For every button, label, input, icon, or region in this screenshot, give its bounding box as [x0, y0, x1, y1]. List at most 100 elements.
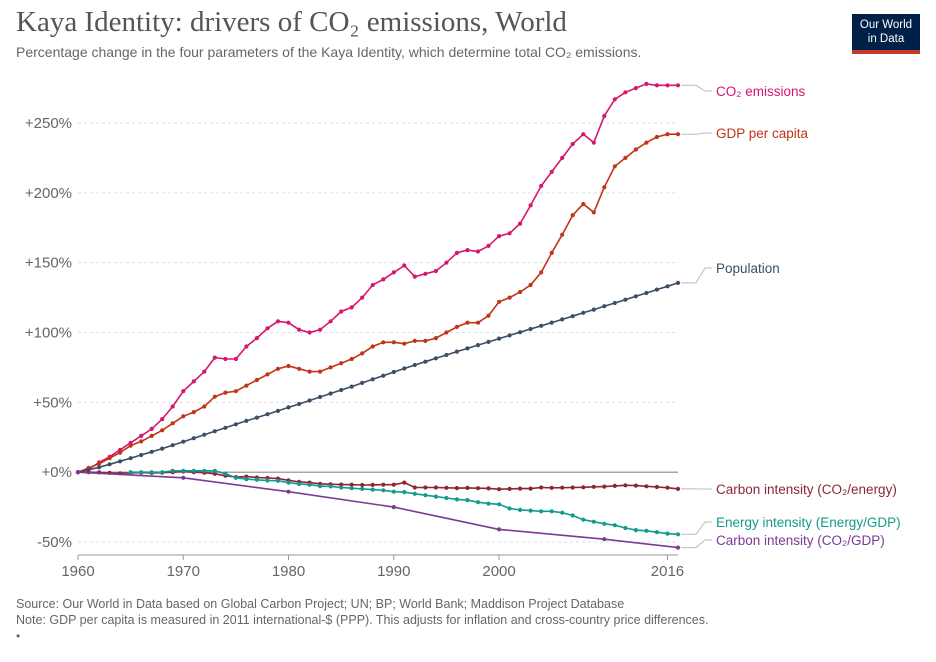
data-point: [244, 418, 249, 423]
data-point: [244, 383, 249, 388]
data-point: [497, 234, 502, 239]
chart-subtitle: Percentage change in the four parameters…: [16, 44, 642, 60]
data-point: [497, 502, 502, 507]
data-point: [675, 532, 681, 537]
data-point: [591, 140, 596, 145]
data-point: [318, 327, 323, 332]
data-point: [391, 340, 396, 345]
label-connector: [681, 84, 712, 92]
data-point: [212, 468, 217, 473]
source-note: Source: Our World in Data based on Globa…: [16, 597, 625, 611]
data-point: [139, 439, 144, 444]
data-point: [170, 468, 175, 473]
data-point: [528, 282, 533, 288]
data-point: [275, 478, 281, 483]
data-point: [128, 456, 133, 461]
x-tick-label: 1980: [272, 563, 305, 580]
series-label: Energy intensity (Energy/GDP): [716, 515, 901, 530]
series-line: [130, 469, 679, 536]
data-point: [633, 294, 639, 299]
data-point: [286, 489, 291, 494]
data-point: [423, 338, 428, 343]
grid-lines: [78, 122, 678, 543]
data-point: [539, 509, 544, 514]
data-point: [233, 356, 238, 362]
data-point: [549, 169, 554, 174]
data-point: [265, 326, 270, 331]
label-connector: [681, 267, 712, 284]
data-point: [518, 486, 523, 491]
data-point: [518, 330, 523, 335]
data-point: [591, 484, 596, 489]
series-lines: [75, 81, 681, 550]
data-point: [318, 369, 323, 374]
data-point: [160, 446, 165, 451]
data-point: [149, 449, 154, 454]
series-label: CO₂ emissions: [716, 84, 806, 99]
data-point: [602, 484, 607, 489]
data-point: [486, 243, 491, 248]
data-point: [486, 486, 491, 491]
data-point: [549, 320, 554, 325]
data-point: [318, 484, 323, 489]
data-point: [402, 490, 407, 495]
owid-logo[interactable]: Our World in Data: [852, 14, 920, 54]
data-point: [444, 485, 449, 490]
data-point: [570, 141, 575, 147]
data-point: [339, 482, 344, 487]
label-connector: [681, 521, 712, 535]
data-point: [602, 304, 607, 309]
data-point: [170, 404, 175, 409]
data-point: [254, 336, 259, 341]
data-point: [581, 485, 586, 490]
data-point: [612, 483, 617, 488]
data-point: [412, 491, 417, 496]
data-point: [623, 90, 628, 95]
data-point: [623, 525, 628, 531]
data-point: [307, 369, 312, 374]
data-point: [560, 155, 565, 160]
data-point: [212, 394, 217, 399]
data-point: [433, 268, 438, 274]
data-point: [223, 471, 228, 476]
series-line: [78, 470, 679, 491]
data-point: [233, 475, 238, 480]
data-point: [633, 86, 639, 91]
data-point: [423, 271, 428, 276]
data-point: [539, 270, 544, 275]
data-point: [518, 507, 523, 512]
data-point: [560, 510, 565, 515]
data-point: [665, 83, 670, 88]
data-point: [507, 295, 512, 300]
data-point: [623, 483, 628, 488]
data-point: [297, 366, 302, 371]
chart-title: Kaya Identity: drivers of CO₂ emissions,…: [16, 6, 567, 38]
label-connector: [681, 539, 712, 549]
data-point: [539, 485, 544, 490]
data-point: [212, 355, 217, 360]
data-point: [223, 425, 228, 430]
series-line: [77, 83, 678, 473]
data-point: [465, 320, 470, 325]
data-point: [328, 365, 333, 370]
data-point: [381, 340, 386, 345]
data-point: [675, 83, 681, 88]
data-point: [560, 485, 565, 490]
data-point: [254, 415, 259, 420]
data-point: [486, 313, 491, 318]
y-tick-label: +50%: [33, 394, 72, 411]
data-point: [107, 456, 112, 461]
data-point: [528, 486, 533, 491]
data-point: [591, 307, 596, 312]
data-point: [465, 346, 470, 351]
y-tick-label: +200%: [25, 185, 72, 202]
data-point: [202, 468, 207, 473]
series-line: [77, 471, 679, 549]
data-point: [286, 480, 291, 485]
data-point: [633, 483, 639, 488]
data-point: [528, 508, 533, 513]
data-point: [654, 484, 660, 490]
data-point: [654, 83, 660, 88]
data-point: [307, 398, 312, 403]
x-tick-label: 2000: [482, 563, 515, 580]
